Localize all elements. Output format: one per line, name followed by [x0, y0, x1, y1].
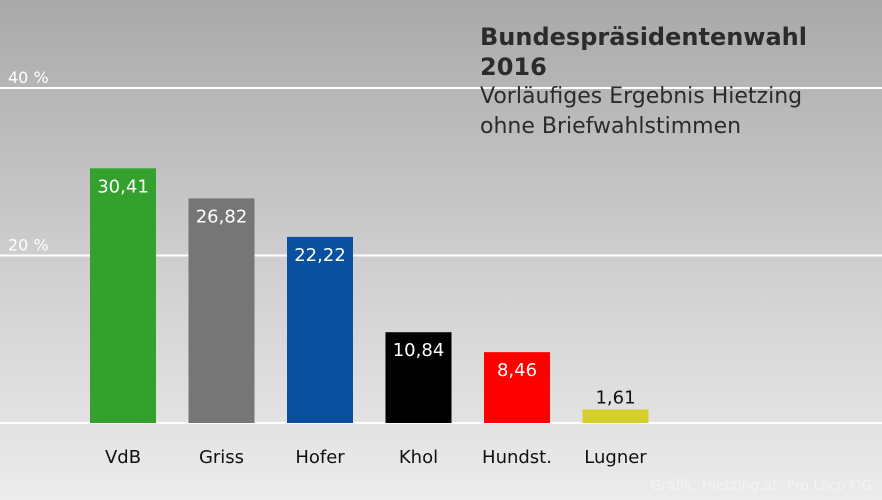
chart-subtitle-line-2: ohne Briefwahlstimmen — [480, 114, 742, 139]
x-tick-label: Griss — [199, 447, 244, 468]
bar — [582, 409, 649, 423]
y-tick-label: 40 % — [8, 68, 49, 87]
y-tick-label: 20 % — [8, 236, 49, 255]
bar — [385, 332, 452, 423]
bar — [484, 352, 550, 423]
chart-subtitle-line-1: Vorläufiges Ergebnis Hietzing — [480, 84, 803, 109]
data-label: 22,22 — [294, 245, 346, 266]
x-tick-label: Hofer — [295, 447, 345, 468]
bar — [188, 198, 255, 423]
bar — [287, 236, 353, 423]
x-tick-label: Khol — [399, 447, 438, 468]
x-tick-label: VdB — [105, 447, 141, 468]
bar — [90, 168, 156, 423]
chart-title-block: Bundespräsidentenwahl 2016 Vorläufiges E… — [480, 22, 882, 142]
data-label: 1,61 — [595, 388, 635, 409]
chart-credit: Grafik: Hietzing.at, Pro Loco OG — [650, 478, 872, 494]
data-label: 26,82 — [196, 206, 248, 227]
data-label: 10,84 — [393, 340, 445, 361]
chart-title: Bundespräsidentenwahl 2016 — [480, 23, 807, 81]
x-tick-label: Lugner — [584, 447, 647, 468]
data-label: 30,41 — [97, 176, 149, 197]
x-tick-label: Hundst. — [482, 447, 552, 468]
data-label: 8,46 — [497, 360, 537, 381]
